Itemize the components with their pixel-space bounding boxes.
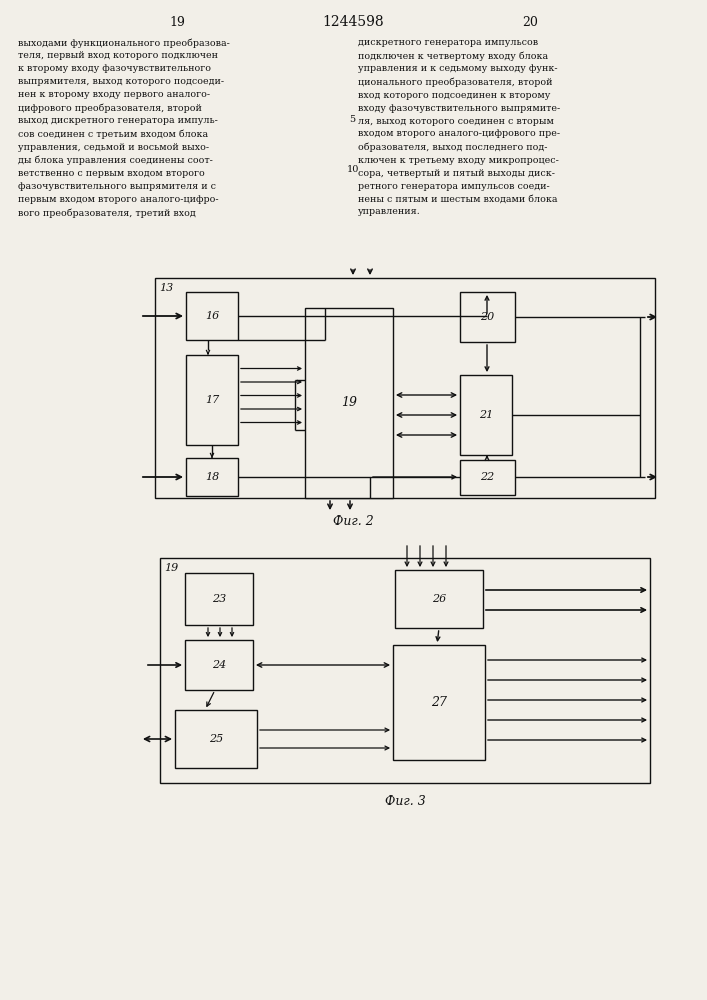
- Text: дискретного генератора импульсов
подключен к четвертому входу блока
управления и: дискретного генератора импульсов подключ…: [358, 38, 560, 216]
- Bar: [155, 278, 655, 498]
- Text: 23: 23: [212, 594, 226, 604]
- Bar: [393, 645, 485, 760]
- Text: 19: 19: [169, 15, 185, 28]
- Text: 1244598: 1244598: [322, 15, 384, 29]
- Bar: [186, 355, 238, 445]
- Bar: [186, 292, 238, 340]
- Bar: [460, 460, 515, 495]
- Text: 20: 20: [522, 15, 538, 28]
- Text: 5: 5: [349, 115, 355, 124]
- Text: 19: 19: [341, 396, 357, 410]
- Bar: [186, 458, 238, 496]
- Text: выходами функционального преобразова-
теля, первый вход которого подключен
к вто: выходами функционального преобразова- те…: [18, 38, 230, 218]
- Text: 21: 21: [479, 410, 493, 420]
- Bar: [305, 308, 393, 498]
- Bar: [185, 640, 253, 690]
- Text: 18: 18: [205, 472, 219, 482]
- Text: 13: 13: [159, 283, 173, 293]
- Bar: [175, 710, 257, 768]
- Text: Фиг. 3: Фиг. 3: [385, 795, 426, 808]
- Text: 25: 25: [209, 734, 223, 744]
- Bar: [460, 292, 515, 342]
- Text: 26: 26: [432, 594, 446, 604]
- Text: 17: 17: [205, 395, 219, 405]
- Bar: [395, 570, 483, 628]
- Text: Фиг. 2: Фиг. 2: [332, 515, 373, 528]
- Text: 16: 16: [205, 311, 219, 321]
- Text: 24: 24: [212, 660, 226, 670]
- Text: 20: 20: [480, 312, 495, 322]
- Text: 19: 19: [164, 563, 178, 573]
- Text: 10: 10: [347, 165, 359, 174]
- Bar: [185, 573, 253, 625]
- Bar: [460, 375, 512, 455]
- Text: 22: 22: [480, 473, 495, 483]
- Bar: [160, 558, 650, 783]
- Text: 27: 27: [431, 696, 447, 709]
